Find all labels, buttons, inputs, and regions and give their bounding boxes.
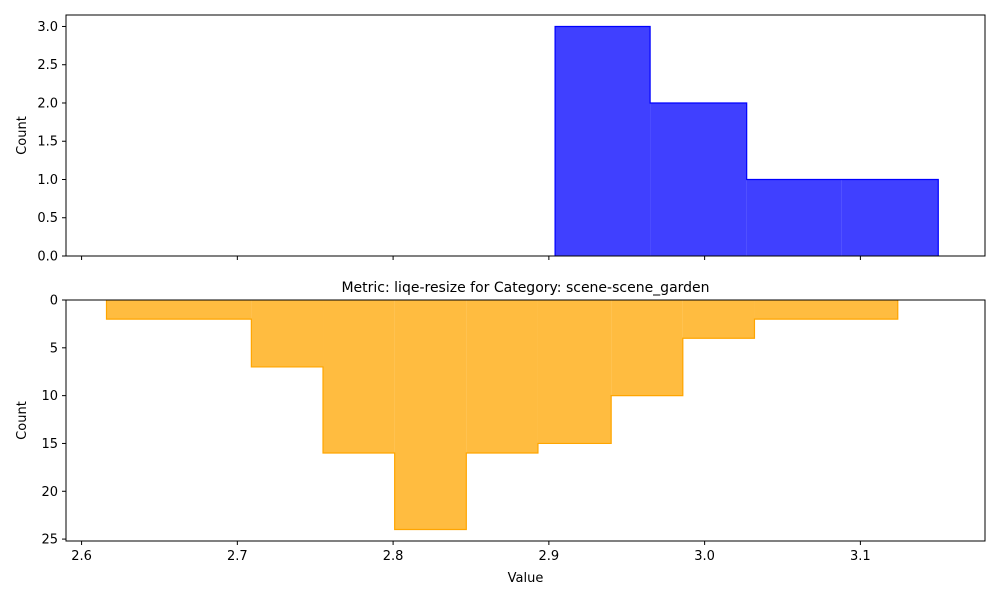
top-histogram-bar bbox=[555, 26, 651, 257]
bottom-y-tick-label: 10 bbox=[41, 389, 58, 404]
bottom-histogram-bar bbox=[394, 300, 467, 530]
bottom-chart-title: Metric: liqe-resize for Category: scene-… bbox=[341, 280, 709, 296]
top-y-tick-label: 2.0 bbox=[37, 96, 58, 111]
bottom-y-tick-label: 15 bbox=[41, 437, 58, 452]
top-y-tick-label: 2.5 bbox=[37, 58, 58, 73]
bottom-histogram-bar bbox=[466, 300, 538, 454]
bottom-axes-frame bbox=[65, 299, 986, 542]
bottom-y-tick-label: 25 bbox=[41, 533, 58, 548]
bottom-x-tick-label: 3.1 bbox=[850, 549, 871, 564]
top-histogram-bar bbox=[650, 102, 747, 256]
top-y-tick-label: 1.5 bbox=[37, 135, 58, 150]
top-y-tick-label: 0.5 bbox=[37, 211, 58, 226]
bottom-histogram-outline bbox=[105, 300, 899, 531]
bottom-x-tick-label: 2.7 bbox=[227, 549, 248, 564]
bottom-y-axis-label: Count bbox=[15, 401, 30, 440]
bottom-histogram-bar bbox=[251, 300, 324, 367]
top-y-axis-label: Count bbox=[15, 116, 30, 155]
top-histogram-bar bbox=[841, 179, 939, 256]
top-histogram-panel: 0.0 0.5 1.0 1.5 2.0 2.5 3.0 Count bbox=[15, 14, 986, 265]
bottom-y-tick-label: 5 bbox=[50, 341, 58, 356]
bottom-histogram-bar bbox=[682, 300, 755, 339]
bottom-x-axis-label: Value bbox=[508, 571, 544, 586]
bottom-histogram-panel: 0 5 10 15 20 25 2.6 2.7 2.8 2.9 3.0 3.1 Count Value Me… bbox=[15, 280, 986, 586]
top-y-tick-label: 3.0 bbox=[37, 20, 58, 35]
top-y-tick-label: 0.0 bbox=[37, 250, 58, 265]
top-axes-frame bbox=[65, 14, 986, 257]
top-y-tick-label: 1.0 bbox=[37, 173, 58, 188]
top-histogram-bar bbox=[746, 179, 842, 256]
bottom-histogram-bar bbox=[537, 300, 612, 444]
bottom-x-tick-label: 3.0 bbox=[694, 549, 715, 564]
bottom-y-tick-label: 20 bbox=[41, 485, 58, 500]
bottom-histogram-bar bbox=[106, 300, 252, 320]
bottom-x-tick-label: 2.6 bbox=[71, 549, 92, 564]
bottom-histogram-bar bbox=[611, 300, 683, 396]
bottom-y-tick-label: 0 bbox=[50, 294, 58, 309]
bottom-x-tick-label: 2.8 bbox=[383, 549, 404, 564]
bottom-x-tick-label: 2.9 bbox=[539, 549, 560, 564]
top-histogram-outline bbox=[554, 25, 939, 256]
bottom-histogram-bar bbox=[323, 300, 395, 454]
bottom-histogram-bar bbox=[754, 300, 898, 320]
